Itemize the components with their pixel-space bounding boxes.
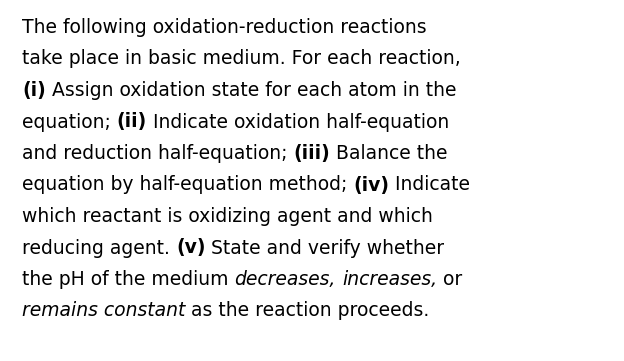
Text: (v): (v) [176,239,205,257]
Text: (i): (i) [22,81,46,100]
Text: Indicate oxidation half-equation: Indicate oxidation half-equation [147,113,449,131]
Text: and reduction half-equation;: and reduction half-equation; [22,144,293,163]
Text: or: or [437,270,462,289]
Text: State and verify whether: State and verify whether [205,239,444,257]
Text: The following oxidation-reduction reactions: The following oxidation-reduction reacti… [22,18,427,37]
Text: (ii): (ii) [117,113,147,131]
Text: which reactant is oxidizing agent and which: which reactant is oxidizing agent and wh… [22,207,433,226]
Text: (iv): (iv) [353,175,389,195]
Text: decreases,: decreases, [235,270,336,289]
Text: remains constant: remains constant [22,301,185,321]
Text: equation by half-equation method;: equation by half-equation method; [22,175,353,195]
Text: take place in basic medium. For each reaction,: take place in basic medium. For each rea… [22,49,461,69]
Text: the pH of the medium: the pH of the medium [22,270,235,289]
Text: (iii): (iii) [293,144,330,163]
Text: reducing agent.: reducing agent. [22,239,176,257]
Text: increases,: increases, [342,270,437,289]
Text: as the reaction proceeds.: as the reaction proceeds. [185,301,430,321]
Text: Assign oxidation state for each atom in the: Assign oxidation state for each atom in … [46,81,456,100]
Text: Balance the: Balance the [330,144,448,163]
Text: equation;: equation; [22,113,117,131]
Text: Indicate: Indicate [389,175,470,195]
